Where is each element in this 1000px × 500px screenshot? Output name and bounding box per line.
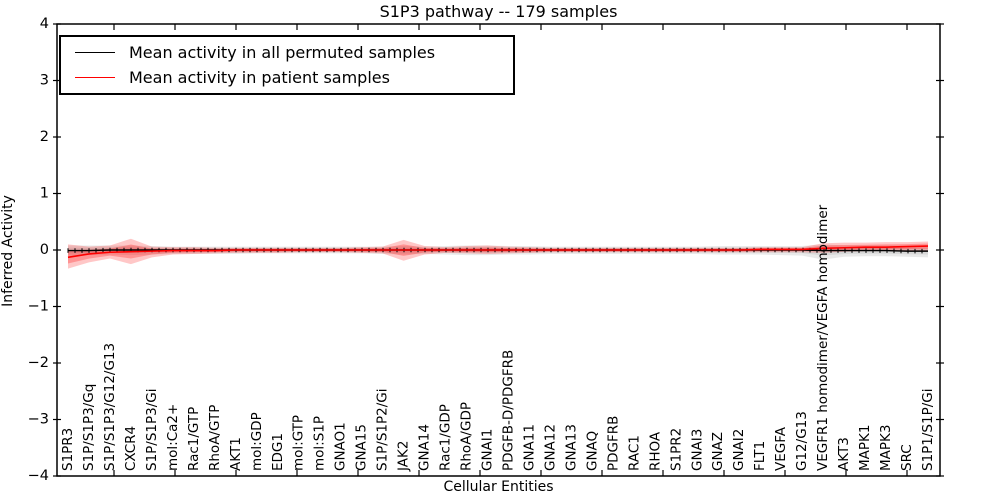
x-entity-label: VEGFR1 homodimer/VEGFA homodimer [815,204,831,471]
x-entity-label: S1P/S1P3/G12/G13 [102,343,118,471]
y-tick-label: 1 [40,186,49,202]
y-tick-label: 4 [40,16,49,32]
x-entity-label: AKT1 [228,437,244,471]
x-entity-label: S1P/S1P3/Gq [81,384,97,471]
x-entity-label: RHOA [647,431,663,471]
x-entity-label: RAC1 [626,435,642,471]
x-entity-label: GNAI3 [689,429,705,471]
x-entity-label: VEGFA [773,426,789,471]
y-tick-label: −2 [28,355,49,371]
x-entity-label: RhoA/GDP [459,402,475,471]
x-entity-label: G12/G13 [794,411,810,471]
y-tick-label: −4 [28,468,49,484]
y-tick-label: 2 [40,129,49,145]
x-entity-label: GNAZ [710,432,726,471]
legend-label-permuted: Mean activity in all permuted samples [129,42,436,62]
chart-title: S1P3 pathway -- 179 samples [379,2,618,21]
x-entity-label: PDGFRB [605,416,621,471]
x-entity-label: GNAI2 [731,429,747,471]
x-entity-label: S1PR2 [668,428,684,471]
red-line-sample-icon [75,77,115,79]
x-entity-label: JAK2 [396,441,412,472]
x-entity-label: Rac1/GDP [438,404,454,471]
patient-band-inner [68,243,928,264]
x-entity-label: GNA11 [521,424,537,471]
x-entity-label: GNAO1 [333,422,349,471]
x-entity-label: mol:GTP [291,415,307,471]
y-tick-label: 3 [40,73,49,89]
x-entity-label: mol:S1P [312,416,328,471]
legend-item-permuted: Mean activity in all permuted samples [61,43,513,62]
x-entity-label: S1P/S1P3/Gi [144,389,160,472]
x-entity-label: GNAI1 [480,429,496,471]
legend-label-patient: Mean activity in patient samples [129,67,390,87]
x-entity-label: SRC [899,444,915,471]
y-tick-label: −1 [28,299,49,315]
x-entity-label: RhoA/GTP [207,405,223,471]
x-entity-label: CXCR4 [123,426,139,471]
x-entity-label: Rac1/GTP [186,407,202,471]
x-entity-label: GNA15 [354,424,370,471]
x-entity-label: S1P1/S1P/Gi [920,389,936,472]
y-axis-title: Inferred Activity [0,195,16,307]
x-entity-label: EDG1 [270,433,286,471]
x-entity-label: MAPK3 [878,425,894,471]
y-tick-label: 0 [40,242,49,258]
legend: Mean activity in all permuted samples Me… [59,35,515,95]
black-line-sample-icon [75,51,115,53]
x-entity-label: S1P/S1P2/Gi [375,389,391,472]
legend-item-patient: Mean activity in patient samples [61,68,513,87]
x-entity-label: S1PR3 [60,428,76,471]
x-entity-label: FLT1 [752,441,768,471]
x-entity-label: mol:Ca2+ [165,404,181,471]
patient-band [68,238,928,269]
x-entity-label: AKT3 [836,437,852,471]
x-axis-title: Cellular Entities [443,479,554,495]
permuted-band [68,244,928,260]
x-entity-label: GNAQ [584,431,600,471]
x-entity-label: MAPK1 [857,425,873,471]
x-entity-label: PDGFB-D/PDGFRB [500,350,516,471]
x-entity-label: GNA14 [417,424,433,471]
x-entity-label: mol:GDP [249,412,265,471]
patient-mean-line [67,245,929,259]
x-entity-label: GNA12 [542,424,558,471]
y-tick-label: −3 [28,412,49,428]
x-entity-label: GNA13 [563,424,579,471]
